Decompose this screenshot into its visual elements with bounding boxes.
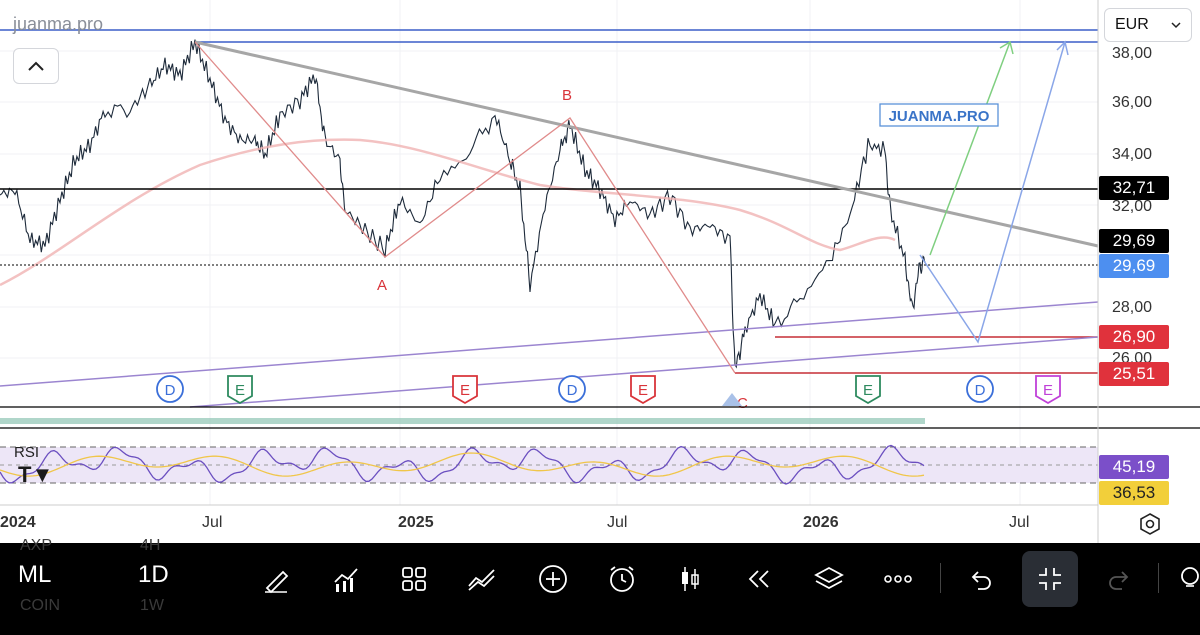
pen-icon[interactable] <box>248 551 304 607</box>
collapse-button[interactable] <box>13 48 59 84</box>
event-marker-earnings[interactable]: E <box>227 375 253 405</box>
drawing-tools-icon[interactable] <box>454 551 510 607</box>
projection-blue-path <box>919 41 1066 344</box>
wave-label-a: A <box>377 277 387 294</box>
event-marker-letter: E <box>235 382 245 399</box>
chevron-up-icon <box>28 61 44 71</box>
time-label-jul-2025: Jul <box>607 514 628 531</box>
ghost-symbol-1: AXP <box>20 537 53 554</box>
price-chart[interactable]: A B C JUANMA.PRO D E E D E E D E T▼ <box>0 0 1200 543</box>
interval-selector[interactable]: 1D <box>138 561 169 588</box>
price-tick-38: 38,00 <box>1112 45 1153 62</box>
event-marker-earnings[interactable]: E <box>452 375 478 405</box>
price-bars <box>0 39 926 369</box>
event-marker-letter: D <box>975 382 986 399</box>
watermark: juanma.pro <box>13 14 104 34</box>
tv-logo: T▼ <box>18 462 53 487</box>
undo-icon[interactable] <box>952 551 1008 607</box>
currency-label: EUR <box>1115 16 1149 33</box>
time-label-2025: 2025 <box>398 514 434 531</box>
indicators-icon[interactable] <box>318 551 374 607</box>
event-marker-letter: E <box>1043 382 1053 399</box>
wave-label-c: C <box>737 395 748 412</box>
event-marker-letter: E <box>460 382 470 399</box>
price-label-26-90: 26,90 <box>1099 325 1169 349</box>
moving-average-line <box>0 138 896 287</box>
event-marker-dividend[interactable]: D <box>156 375 184 403</box>
rsi-value-label: 45,19 <box>1099 455 1169 479</box>
time-label-jul-2024: Jul <box>202 514 223 531</box>
symbol-selector[interactable]: ML <box>18 561 52 588</box>
ghost-interval-2: 1W <box>140 597 164 614</box>
event-marker-dividend[interactable]: D <box>558 375 586 403</box>
time-label-2024: 2024 <box>0 514 36 531</box>
projection-blue-arrowhead <box>1056 40 1069 56</box>
price-tick-32: 32,00 <box>1112 198 1153 215</box>
price-label-29-69-black: 29,69 <box>1099 229 1169 253</box>
event-marker-letter: D <box>567 382 578 399</box>
toolbar-divider <box>940 563 941 593</box>
alarm-icon[interactable] <box>594 551 650 607</box>
candles-icon[interactable] <box>662 551 718 607</box>
rsi-title: RSI <box>14 444 40 461</box>
price-tick-28: 28,00 <box>1112 299 1153 316</box>
replay-icon[interactable] <box>731 551 787 607</box>
ascending-channel-upper <box>0 301 1099 387</box>
price-tick-34: 34,00 <box>1112 146 1153 163</box>
layers-icon[interactable] <box>801 551 857 607</box>
event-marker-letter: E <box>638 382 648 399</box>
abc-wave-lines <box>194 41 736 374</box>
toolbar-divider-2 <box>1158 563 1159 593</box>
descending-trendline <box>194 40 1099 248</box>
event-marker-letter: E <box>863 382 873 399</box>
bottom-toolbar: AXP 4H COIN 1W ML 1D <box>0 537 1200 635</box>
brand-box-label: JUANMA.PRO <box>889 108 990 125</box>
event-marker-earnings[interactable]: E <box>630 375 656 405</box>
layout-grid-icon[interactable] <box>386 551 442 607</box>
event-marker-earnings[interactable]: E <box>1035 375 1061 405</box>
wave-label-b: B <box>562 87 572 104</box>
event-marker-dividend[interactable]: D <box>966 375 994 403</box>
price-label-32-71: 32,71 <box>1099 176 1169 200</box>
more-icon[interactable] <box>870 551 926 607</box>
rsi-band <box>0 447 1098 483</box>
projection-green-arrow <box>929 41 1011 256</box>
chevron-down-icon <box>1171 22 1181 29</box>
projection-green-arrowhead <box>999 40 1014 55</box>
brand-box <box>879 103 999 127</box>
ascending-channel-lower <box>189 336 1099 408</box>
light-icon[interactable] <box>1172 551 1200 607</box>
price-label-25-51: 25,51 <box>1099 362 1169 386</box>
volume-bar-strip <box>0 418 925 424</box>
currency-selector[interactable]: EUR <box>1104 8 1192 42</box>
fullscreen-exit-icon[interactable] <box>1022 551 1078 607</box>
time-label-jul-2026: Jul <box>1009 514 1030 531</box>
event-marker-earnings[interactable]: E <box>855 375 881 405</box>
add-icon[interactable] <box>525 551 581 607</box>
rsi-ma-line <box>0 452 925 477</box>
time-label-2026: 2026 <box>803 514 839 531</box>
redo-icon[interactable] <box>1092 551 1148 607</box>
settings-hexagon-icon[interactable] <box>1138 512 1162 542</box>
ghost-symbol-2: COIN <box>20 597 60 614</box>
price-label-29-69-blue: 29,69 <box>1099 254 1169 278</box>
ghost-interval-1: 4H <box>140 537 161 554</box>
rsi-ma-value-label: 36,53 <box>1099 481 1169 505</box>
event-marker-letter: D <box>165 382 176 399</box>
chart-grid <box>0 0 1098 505</box>
split-triangle-marker <box>722 393 742 406</box>
price-tick-36: 36,00 <box>1112 94 1153 111</box>
